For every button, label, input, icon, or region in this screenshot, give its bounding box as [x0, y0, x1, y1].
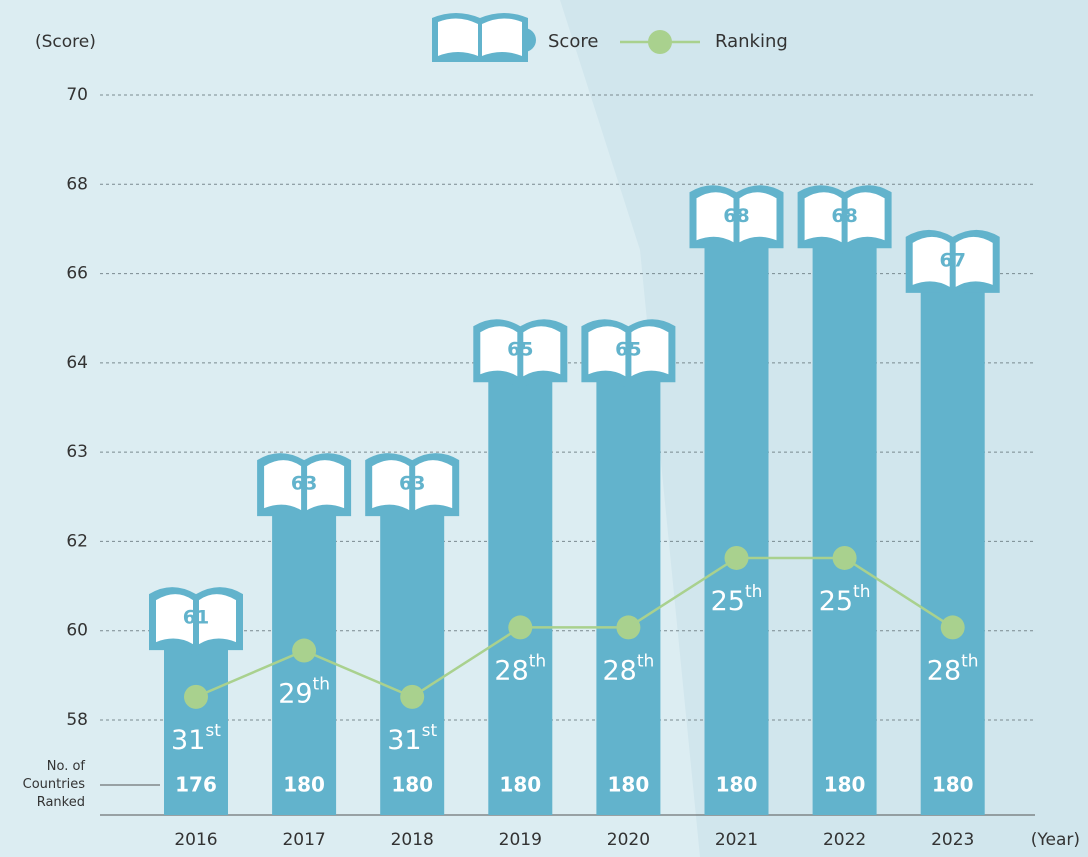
ranking-point	[400, 685, 424, 709]
countries-ranked-value: 180	[824, 773, 866, 797]
x-tick-label: 2017	[282, 830, 325, 850]
countries-ranked-value: 180	[499, 773, 541, 797]
legend-label: Ranking	[715, 31, 788, 52]
x-tick-label: 2023	[931, 830, 974, 850]
x-tick-label: 2019	[499, 830, 542, 850]
x-axis-label: (Year)	[1031, 830, 1080, 850]
countries-ranked-value: 180	[391, 773, 433, 797]
countries-ranked-value: 180	[932, 773, 974, 797]
countries-ranked-label: No. of Countries Ranked	[10, 758, 85, 812]
x-tick-label: 2016	[174, 830, 217, 850]
score-label: 67	[939, 249, 965, 271]
x-tick-label: 2018	[391, 830, 434, 850]
ranking-point	[725, 546, 749, 570]
page: (Score) (Year) 58 60 62 63 64 66 68 70 2016 61 176…	[0, 0, 1088, 857]
bar	[705, 234, 769, 815]
legend-page	[438, 18, 478, 56]
chart: (Score) (Year) 58 60 62 63 64 66 68 70 2016 61 176…	[0, 0, 1088, 857]
bar	[813, 234, 877, 815]
ranking-point	[184, 685, 208, 709]
score-label: 63	[291, 473, 317, 495]
ranking-point	[941, 615, 965, 639]
countries-ranked-value: 176	[175, 773, 217, 797]
ranking-point	[616, 615, 640, 639]
bar	[380, 502, 444, 815]
bar	[596, 368, 660, 815]
x-tick-label: 2021	[715, 830, 758, 850]
score-label: 63	[399, 473, 425, 495]
score-label: 65	[507, 339, 533, 361]
legend-ranking-dot	[648, 30, 672, 54]
y-tick-label: 60	[66, 621, 88, 641]
score-label: 61	[183, 607, 209, 629]
ranking-point	[833, 546, 857, 570]
x-tick-label: 2022	[823, 830, 866, 850]
legend-page	[482, 18, 522, 56]
ranking-point	[508, 615, 532, 639]
y-tick-label: 64	[66, 353, 88, 373]
countries-ranked-value: 180	[283, 773, 325, 797]
bar	[921, 279, 985, 815]
y-tick-label: 58	[66, 710, 88, 730]
bar	[488, 368, 552, 815]
y-tick-label: 63	[66, 442, 88, 462]
x-tick-label: 2020	[607, 830, 650, 850]
countries-ranked-value: 180	[716, 773, 758, 797]
y-axis-label: (Score)	[35, 32, 96, 52]
countries-ranked-value: 180	[608, 773, 650, 797]
y-tick-label: 68	[66, 174, 88, 194]
score-label: 68	[831, 205, 857, 227]
ranking-point	[292, 639, 316, 663]
y-tick-label: 70	[66, 85, 88, 105]
y-tick-label: 66	[66, 264, 88, 284]
legend-label: Score	[548, 31, 598, 52]
score-label: 65	[615, 339, 641, 361]
score-label: 68	[723, 205, 749, 227]
y-tick-label: 62	[66, 531, 88, 551]
